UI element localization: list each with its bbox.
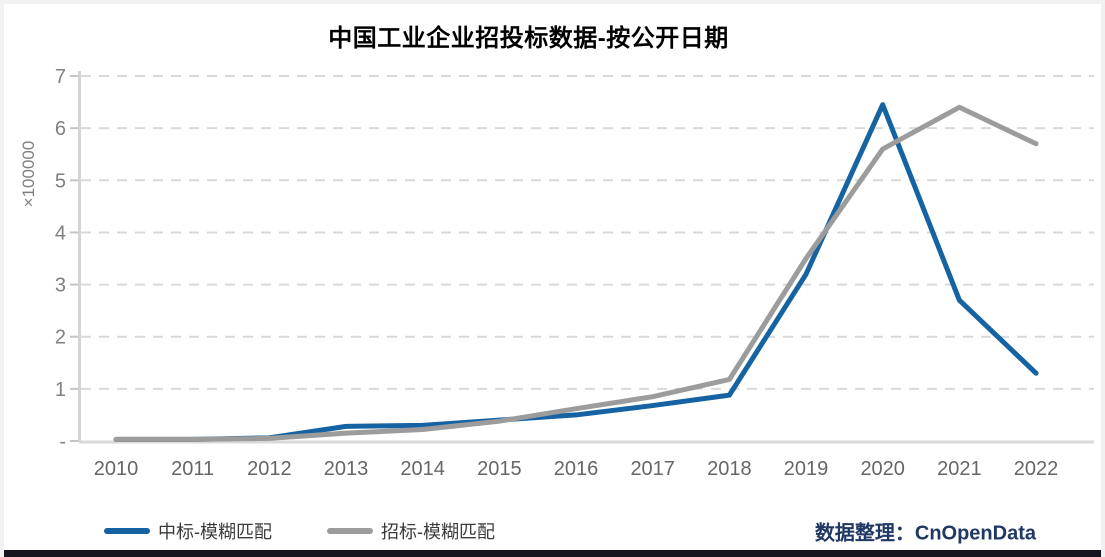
credit-brand: CnOpenData: [914, 522, 1036, 545]
svg-text:×100000: ×100000: [19, 141, 38, 208]
svg-text:2: 2: [55, 327, 66, 349]
chart-title: 中国工业企业招投标数据-按公开日期: [328, 25, 729, 52]
svg-text:2014: 2014: [400, 458, 445, 480]
credit-label: 数据整理：: [814, 522, 915, 545]
svg-text:2020: 2020: [860, 458, 905, 480]
svg-text:1: 1: [55, 379, 66, 401]
legend-label-win: 中标-模糊匹配: [158, 522, 272, 542]
svg-text:4: 4: [55, 222, 66, 244]
svg-text:2019: 2019: [784, 458, 829, 480]
svg-text:-: -: [59, 431, 66, 453]
svg-text:5: 5: [55, 170, 66, 192]
svg-text:3: 3: [55, 275, 66, 297]
legend-swatch-gray-icon: [327, 528, 373, 534]
svg-text:2015: 2015: [477, 458, 522, 480]
svg-text:2021: 2021: [937, 458, 982, 480]
legend-label-tender: 招标-模糊匹配: [381, 522, 495, 542]
legend-item-tender: 招标-模糊匹配: [327, 518, 495, 544]
svg-text:7: 7: [55, 66, 66, 88]
svg-text:2018: 2018: [707, 458, 752, 480]
bottom-accent-bar: [4, 550, 1101, 557]
legend-row: 中标-模糊匹配 招标-模糊匹配 数据整理：CnOpenData: [4, 514, 1101, 548]
svg-text:2011: 2011: [171, 458, 214, 480]
legend-swatch-blue-icon: [104, 528, 150, 534]
line-chart: - 1 2 3 4 5 6 7 ×100000 2010 2011 2012 2013 2014 2015 2…: [19, 66, 1094, 480]
legend: 中标-模糊匹配 招标-模糊匹配: [4, 518, 495, 544]
svg-text:2013: 2013: [324, 458, 369, 480]
svg-text:2012: 2012: [247, 458, 292, 480]
data-credit: 数据整理：CnOpenData: [815, 517, 1036, 546]
svg-text:2010: 2010: [94, 458, 139, 480]
svg-text:2017: 2017: [630, 458, 675, 480]
svg-text:6: 6: [55, 118, 66, 140]
svg-text:2016: 2016: [554, 458, 599, 480]
svg-text:2022: 2022: [1014, 458, 1059, 480]
legend-item-win: 中标-模糊匹配: [104, 518, 272, 544]
